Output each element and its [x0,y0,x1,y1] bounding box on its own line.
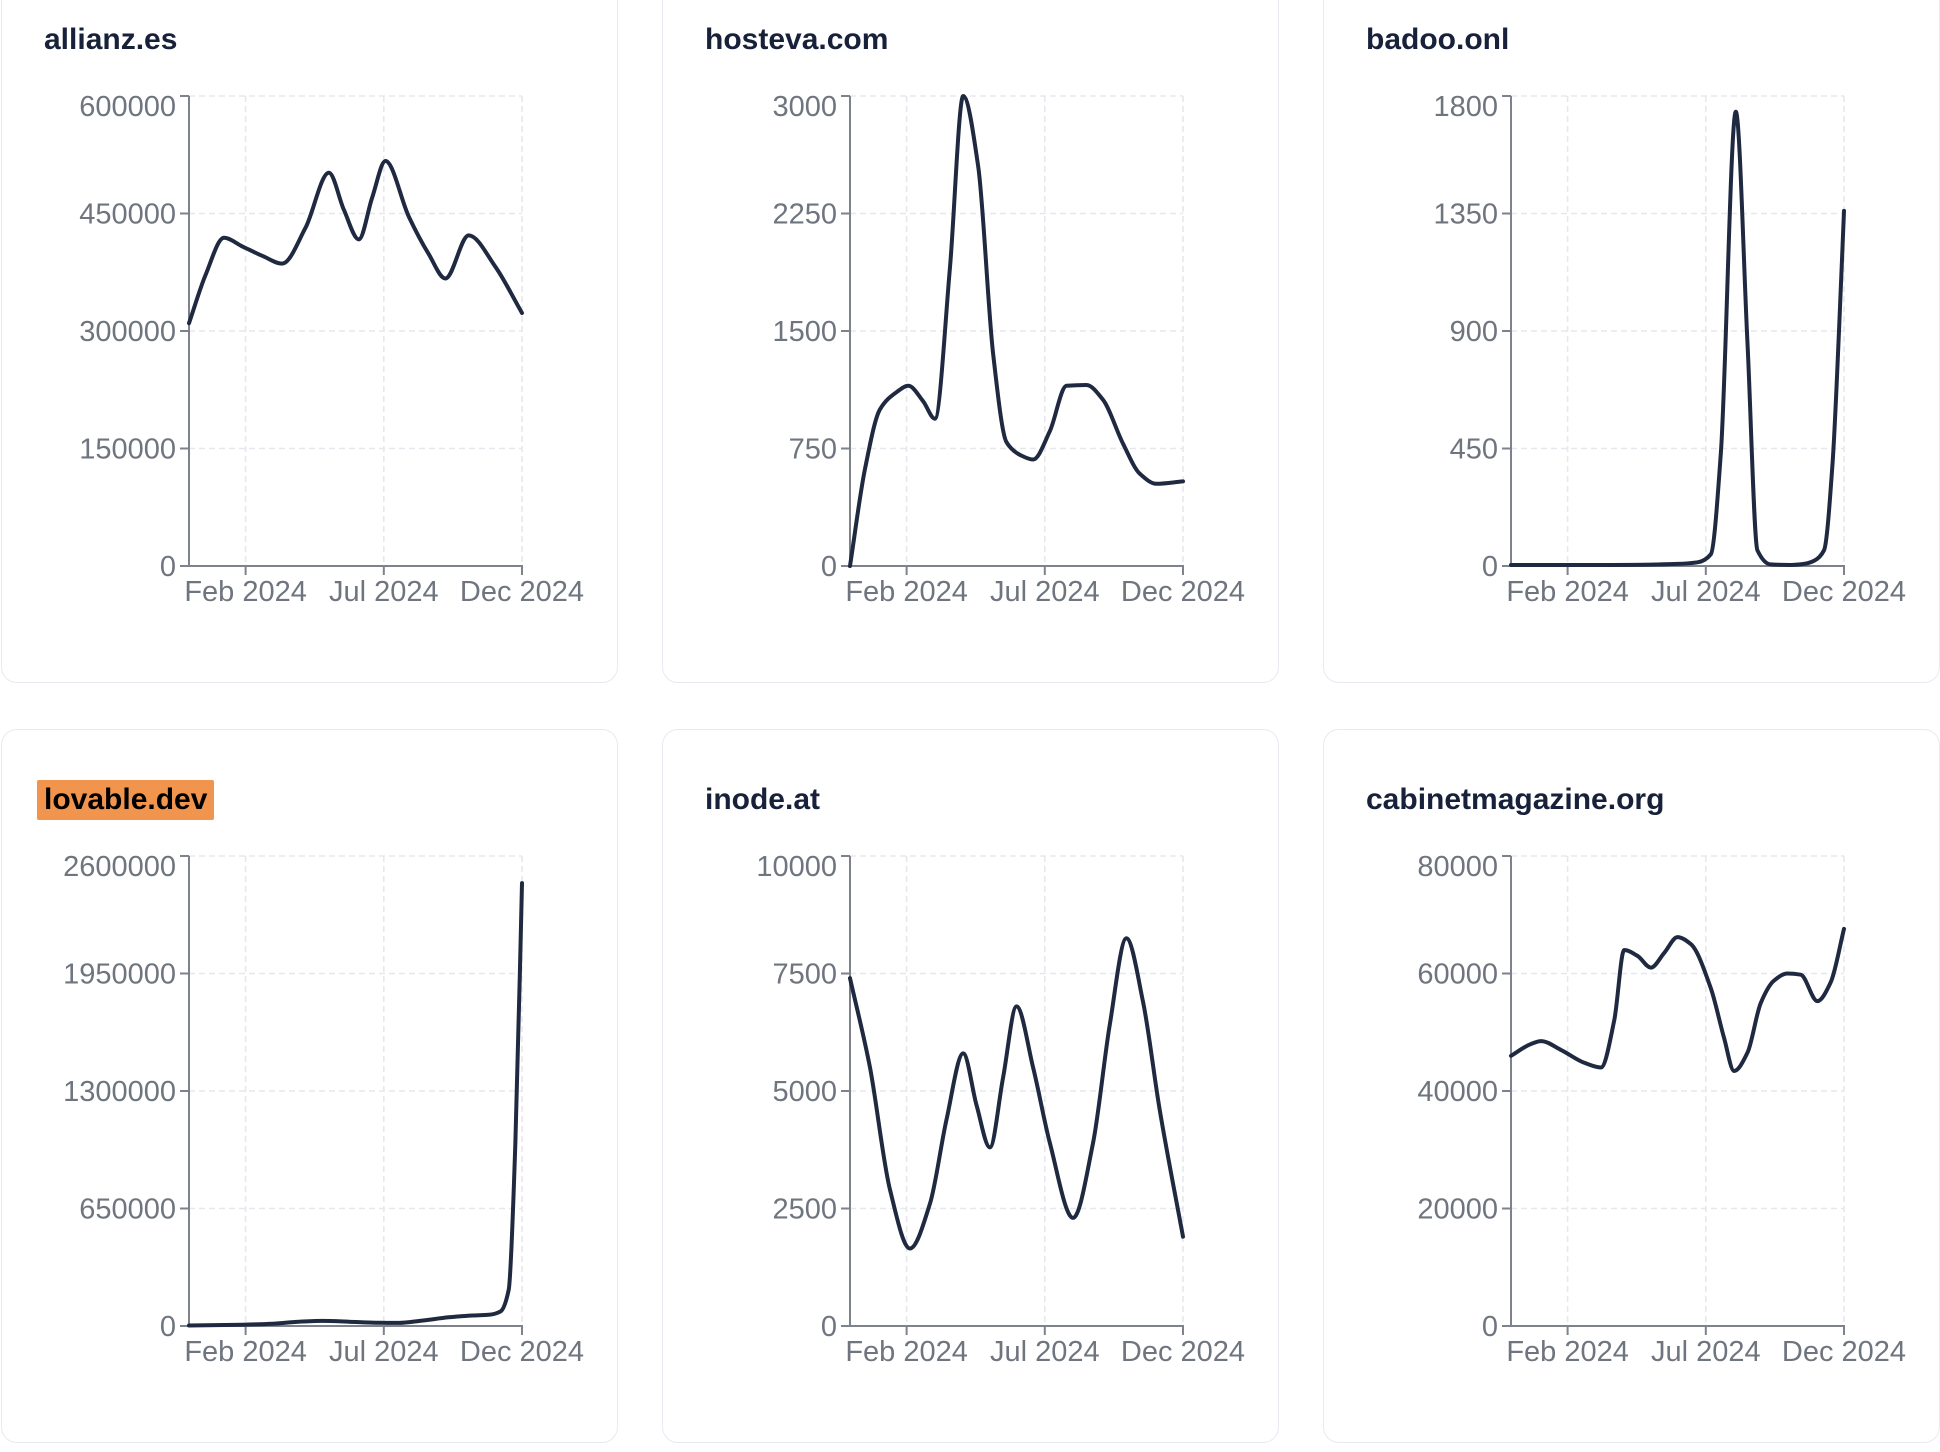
traffic-series-line [1509,926,1846,1073]
y-axis: 2600000 1950000 1300000 650000 0 [63,851,190,1343]
x-tick-label: Jul 2024 [1651,576,1761,608]
domain-title-wrap: hosteva.com [698,20,895,60]
x-axis: Feb 2024 Jul 2024 Dec 2024 [184,565,584,608]
x-tick-label: Dec 2024 [1782,1336,1906,1368]
x-tick-label: Feb 2024 [1506,576,1629,608]
y-tick-label: 60000 [1417,959,1498,991]
x-tick-label: Dec 2024 [1782,576,1906,608]
y-tick-label: 150000 [79,434,176,466]
card-allianz-es: allianz.es 600000 450000 300000 150000 0 Feb … [1,0,618,683]
x-tick-label: Dec 2024 [460,1336,584,1368]
y-tick-label: 80000 [1417,851,1498,883]
y-tick-label: 1950000 [63,959,176,991]
y-tick-label: 1300000 [63,1076,176,1108]
gridlines [189,855,523,1326]
domain-title-wrap: badoo.onl [1359,20,1516,60]
y-tick-label: 1500 [772,316,837,348]
card-lovable-dev: lovable.dev 2600000 1950000 1300000 650000 0… [1,729,618,1443]
y-tick-label: 450 [1450,434,1498,466]
gridlines [1511,855,1845,1326]
y-tick-label: 0 [160,551,176,583]
domain-title-wrap: cabinetmagazine.org [1359,780,1671,820]
y-tick-label: 2500 [772,1194,837,1226]
y-axis: 10000 7500 5000 2500 0 [756,851,851,1343]
traffic-series-line [848,94,1185,568]
card-hosteva-com: hosteva.com 3000 2250 1500 750 0 Feb 2024 Jul … [662,0,1279,683]
y-axis: 80000 60000 40000 20000 0 [1417,851,1512,1343]
domain-title-wrap: lovable.dev [37,780,215,820]
gridlines [189,95,523,566]
x-axis: Feb 2024 Jul 2024 Dec 2024 [1506,565,1906,608]
domain-title: cabinetmagazine.org [1366,783,1665,816]
x-tick-label: Feb 2024 [184,576,307,608]
x-axis: Feb 2024 Jul 2024 Dec 2024 [845,1325,1245,1368]
gridlines [850,95,1184,566]
y-tick-label: 750 [789,434,837,466]
y-axis: 3000 2250 1500 750 0 [772,91,851,583]
traffic-series-line [848,936,1185,1251]
domain-title-highlight: lovable.dev [37,780,215,820]
card-badoo-onl: badoo.onl 1800 1350 900 450 0 Feb 2024 Jul 202… [1323,0,1940,683]
y-tick-label: 650000 [79,1194,176,1226]
x-tick-label: Dec 2024 [1121,576,1245,608]
y-tick-label: 5000 [772,1076,837,1108]
x-tick-label: Feb 2024 [184,1336,307,1368]
y-tick-label: 300000 [79,316,176,348]
card-cabinetmagazine-org: cabinetmagazine.org 80000 60000 40000 20000… [1323,729,1940,1443]
x-axis: Feb 2024 Jul 2024 Dec 2024 [184,1325,584,1368]
traffic-series-line [187,159,524,326]
y-tick-label: 0 [821,551,837,583]
y-tick-label: 600000 [79,91,176,123]
y-tick-label: 0 [1482,1311,1498,1343]
x-tick-label: Jul 2024 [990,576,1100,608]
x-tick-label: Feb 2024 [845,576,968,608]
x-tick-label: Jul 2024 [1651,1336,1761,1368]
domain-title-wrap: inode.at [698,780,827,820]
y-tick-label: 1800 [1433,91,1498,123]
y-tick-label: 0 [160,1311,176,1343]
gridlines [1511,95,1845,566]
domain-title: badoo.onl [1366,23,1510,56]
x-tick-label: Feb 2024 [845,1336,968,1368]
x-axis: Feb 2024 Jul 2024 Dec 2024 [1506,1325,1906,1368]
y-tick-label: 3000 [772,91,837,123]
x-tick-label: Feb 2024 [1506,1336,1629,1368]
x-tick-label: Dec 2024 [1121,1336,1245,1368]
y-tick-label: 2250 [772,199,837,231]
y-axis: 1800 1350 900 450 0 [1433,91,1512,583]
traffic-series-line [1509,109,1846,567]
domain-title: inode.at [705,783,821,816]
y-tick-label: 40000 [1417,1076,1498,1108]
y-tick-label: 7500 [772,959,837,991]
domain-title: allianz.es [44,23,178,56]
y-tick-label: 0 [821,1311,837,1343]
y-tick-label: 20000 [1417,1194,1498,1226]
y-tick-label: 2600000 [63,851,176,883]
y-tick-label: 900 [1450,316,1498,348]
y-axis: 600000 450000 300000 150000 0 [79,91,190,583]
domain-title-wrap: allianz.es [37,20,184,60]
y-tick-label: 10000 [756,851,837,883]
x-tick-label: Jul 2024 [990,1336,1100,1368]
card-inode-at: inode.at 10000 7500 5000 2500 0 Feb 2024 Jul 2… [662,729,1279,1443]
y-tick-label: 0 [1482,551,1498,583]
traffic-series-line [187,881,524,1328]
x-axis: Feb 2024 Jul 2024 Dec 2024 [845,565,1245,608]
y-tick-label: 450000 [79,199,176,231]
gridlines [850,855,1184,1326]
x-tick-label: Dec 2024 [460,576,584,608]
x-tick-label: Jul 2024 [329,1336,439,1368]
x-tick-label: Jul 2024 [329,576,439,608]
domain-title: hosteva.com [705,23,889,56]
y-tick-label: 1350 [1433,199,1498,231]
